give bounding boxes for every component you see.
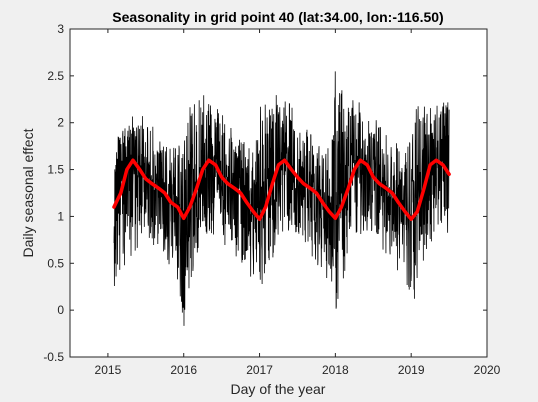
y-tick-label: 0.5 xyxy=(47,256,64,270)
chart-title: Seasonality in grid point 40 (lat:34.00,… xyxy=(112,9,443,25)
seasonal-trend-line xyxy=(112,158,451,221)
y-tick-label: 1.5 xyxy=(47,163,64,177)
x-tick-label: 2017 xyxy=(246,363,273,377)
daily-series-line xyxy=(113,71,450,326)
y-tick-label: 1 xyxy=(57,209,64,223)
y-tick-label: 3 xyxy=(57,22,64,36)
axes-box xyxy=(69,28,488,358)
tick-layer: 2015 2016 2017 2018 2019 2020 -0.5 0 0.5 1 1.5 2 2.5… xyxy=(43,22,500,377)
y-tick-label: -0.5 xyxy=(43,350,64,364)
x-tick-label: 2016 xyxy=(170,363,197,377)
x-tick-label: 2020 xyxy=(474,363,501,377)
y-tick-label: 2 xyxy=(57,116,64,130)
y-axis-label: Daily seasonal effect xyxy=(20,128,36,257)
x-tick-label: 2018 xyxy=(322,363,349,377)
y-tick-label: 0 xyxy=(57,303,64,317)
x-tick-label: 2015 xyxy=(95,363,122,377)
x-axis-label: Day of the year xyxy=(231,381,326,397)
y-tick-label: 2.5 xyxy=(47,69,64,83)
x-tick-label: 2019 xyxy=(398,363,425,377)
series-layer xyxy=(112,71,451,326)
